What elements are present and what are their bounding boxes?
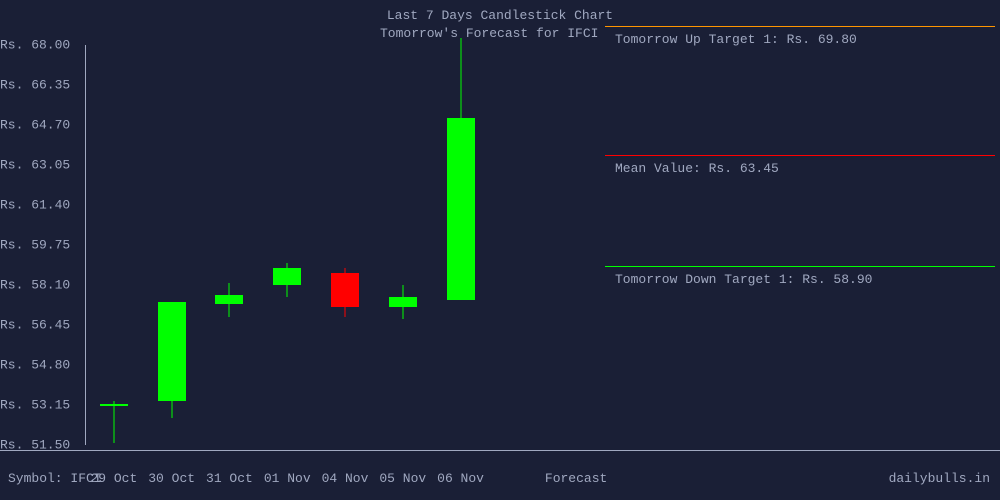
candlestick [158,45,186,445]
y-tick-label: Rs. 58.10 [0,278,70,293]
x-axis: 29 Oct30 Oct31 Oct01 Nov04 Nov05 Nov06 N… [85,455,605,485]
y-tick-label: Rs. 68.00 [0,38,70,53]
y-tick-label: Rs. 61.40 [0,198,70,213]
y-tick-label: Rs. 56.45 [0,318,70,333]
candle-body [389,297,417,307]
target-line [605,155,995,156]
y-tick-label: Rs. 54.80 [0,358,70,373]
candle-body [331,273,359,307]
candlestick [389,45,417,445]
chart-plot-area [85,45,605,445]
x-tick-label: 04 Nov [322,471,369,486]
candle-body [100,404,128,406]
chart-container: Last 7 Days Candlestick Chart Tomorrow's… [0,0,1000,500]
y-tick-label: Rs. 63.05 [0,158,70,173]
y-tick-label: Rs. 53.15 [0,398,70,413]
target-label: Tomorrow Up Target 1: Rs. 69.80 [615,32,857,47]
chart-title-main: Last 7 Days Candlestick Chart [387,8,613,23]
candle-body [273,268,301,285]
candlestick [447,45,475,445]
target-label: Mean Value: Rs. 63.45 [615,161,779,176]
candle-wick [113,401,114,442]
target-label: Tomorrow Down Target 1: Rs. 58.90 [615,272,872,287]
x-tick-label: Forecast [545,471,607,486]
y-tick-label: Rs. 64.70 [0,118,70,133]
x-tick-label: 06 Nov [437,471,484,486]
symbol-label: Symbol: IFCI [8,471,102,486]
candlestick [100,45,128,445]
candle-body [158,302,186,401]
x-tick-label: 05 Nov [379,471,426,486]
candlestick [273,45,301,445]
candlestick [331,45,359,445]
target-line [605,26,995,27]
candle-body [447,118,475,300]
y-axis: Rs. 68.00Rs. 66.35Rs. 64.70Rs. 63.05Rs. … [0,45,82,445]
watermark: dailybulls.in [889,471,990,486]
chart-title-sub: Tomorrow's Forecast for IFCI [380,26,598,41]
candle-body [215,295,243,305]
y-tick-label: Rs. 66.35 [0,78,70,93]
y-tick-label: Rs. 59.75 [0,238,70,253]
x-axis-line [0,450,1000,451]
x-tick-label: 31 Oct [206,471,253,486]
candlestick [215,45,243,445]
target-line [605,266,995,267]
x-tick-label: 01 Nov [264,471,311,486]
x-tick-label: 30 Oct [148,471,195,486]
